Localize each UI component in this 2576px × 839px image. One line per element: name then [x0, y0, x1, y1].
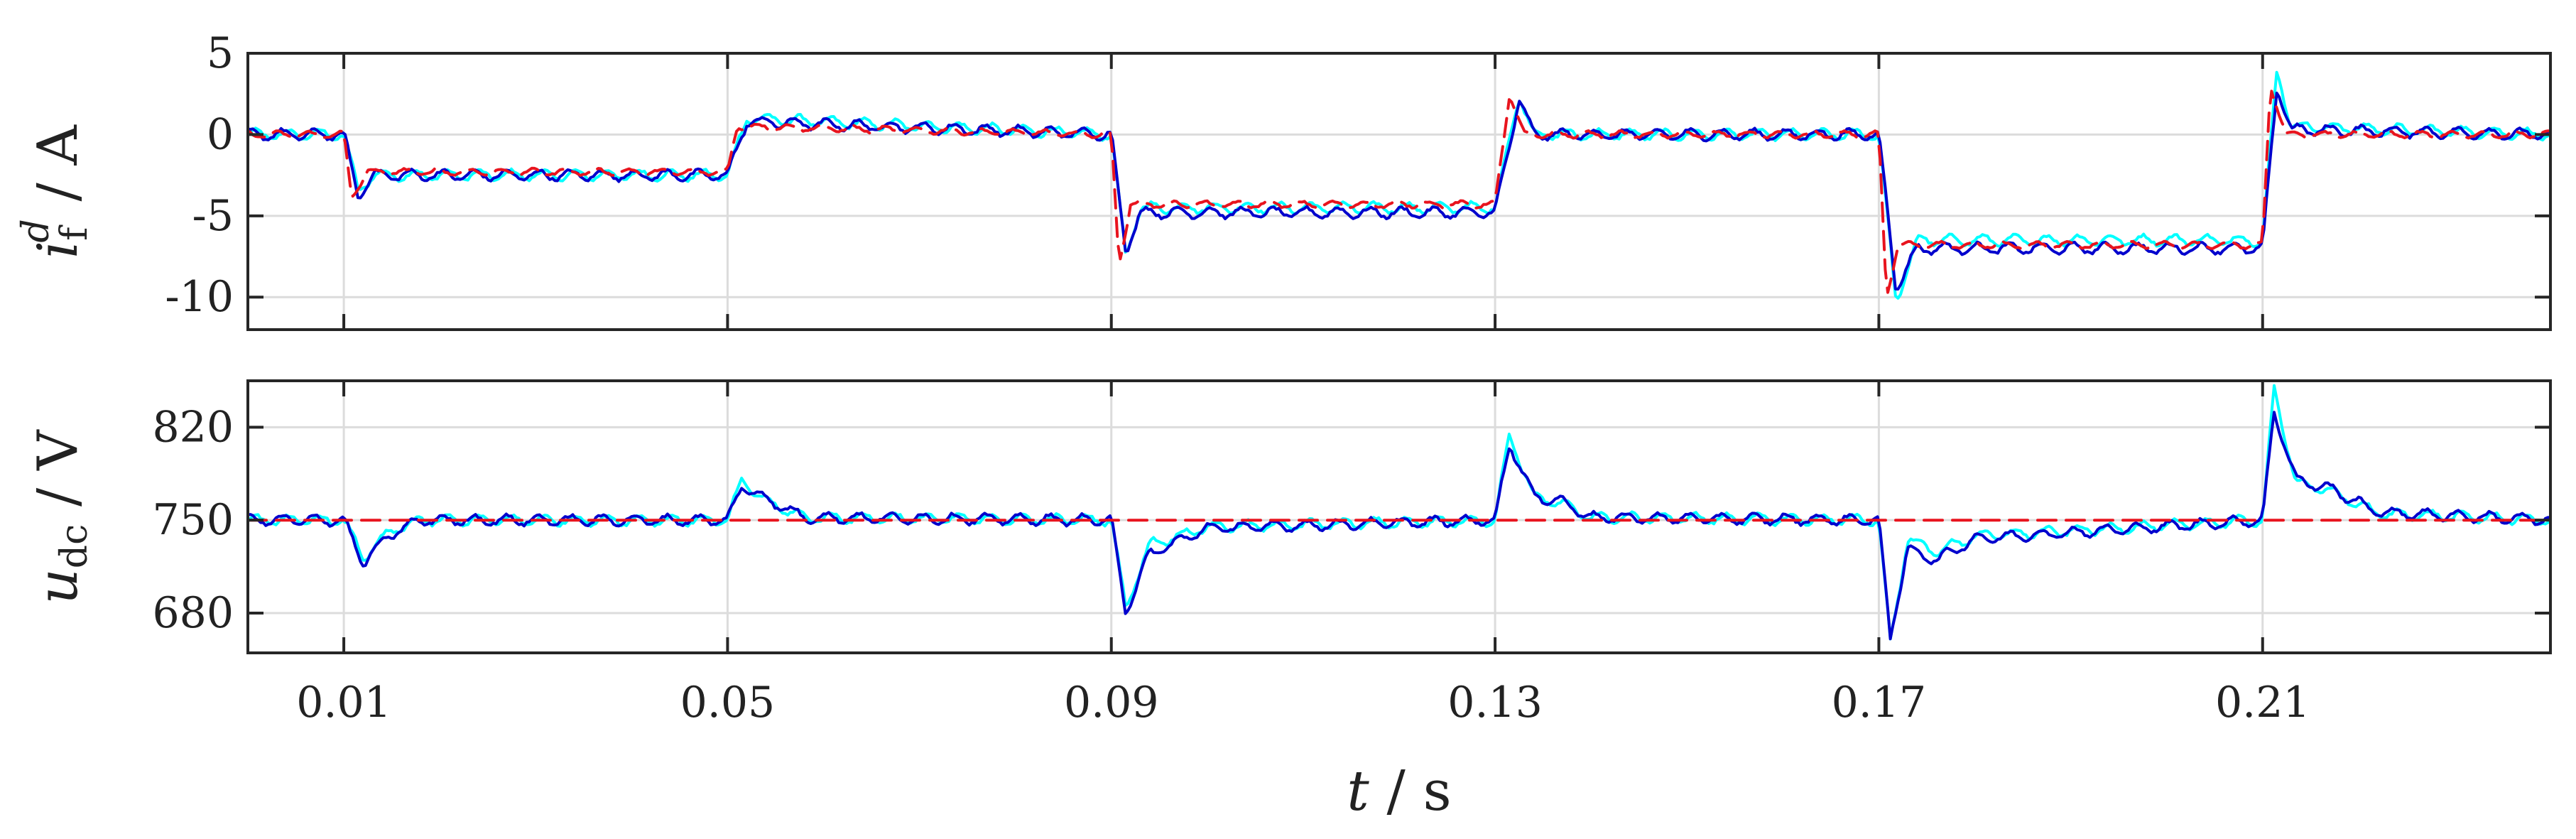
- y-tick-label: 0: [207, 109, 234, 159]
- top-series-group: [246, 70, 2552, 300]
- x-tick-label: 0.09: [1064, 678, 1159, 727]
- x-tick-label: 0.17: [1832, 678, 1927, 727]
- panel-top: -10 -5 0 5 ifd / A: [15, 28, 2552, 331]
- bottom-series-group: [246, 384, 2552, 641]
- y-tick-label: -10: [165, 272, 234, 322]
- top-plot-frame: [246, 52, 2552, 331]
- top-y-tick-labels: -10 -5 0 5: [165, 28, 234, 322]
- y-tick-label: 5: [207, 28, 234, 78]
- bottom-y-tick-labels: 680 750 820: [152, 402, 234, 638]
- top-ticks: [248, 52, 2550, 330]
- y-tick-label: -5: [192, 191, 234, 241]
- bottom-x-tick-labels: 0.01 0.05 0.09 0.13 0.17 0.21: [296, 678, 2310, 727]
- x-axis-label: t / s: [1347, 759, 1451, 823]
- panel-bottom: 680 750 820 0.01 0.05 0.09 0.13 0.17 0.21 udc /…: [26, 379, 2552, 823]
- y-tick-label: 680: [152, 588, 234, 638]
- bottom-ticks: [248, 381, 2550, 653]
- bottom-plot-frame: [246, 379, 2552, 654]
- y-tick-label: 750: [152, 495, 234, 545]
- series-line-3: [246, 90, 2552, 294]
- x-tick-label: 0.21: [2215, 678, 2310, 727]
- bottom-y-axis-label: udc / V: [26, 429, 96, 605]
- top-y-axis-label: ifd / A: [15, 124, 96, 258]
- y-tick-label: 820: [152, 402, 234, 452]
- x-tick-label: 0.01: [296, 678, 391, 727]
- x-tick-label: 0.05: [680, 678, 776, 727]
- x-tick-label: 0.13: [1447, 678, 1543, 727]
